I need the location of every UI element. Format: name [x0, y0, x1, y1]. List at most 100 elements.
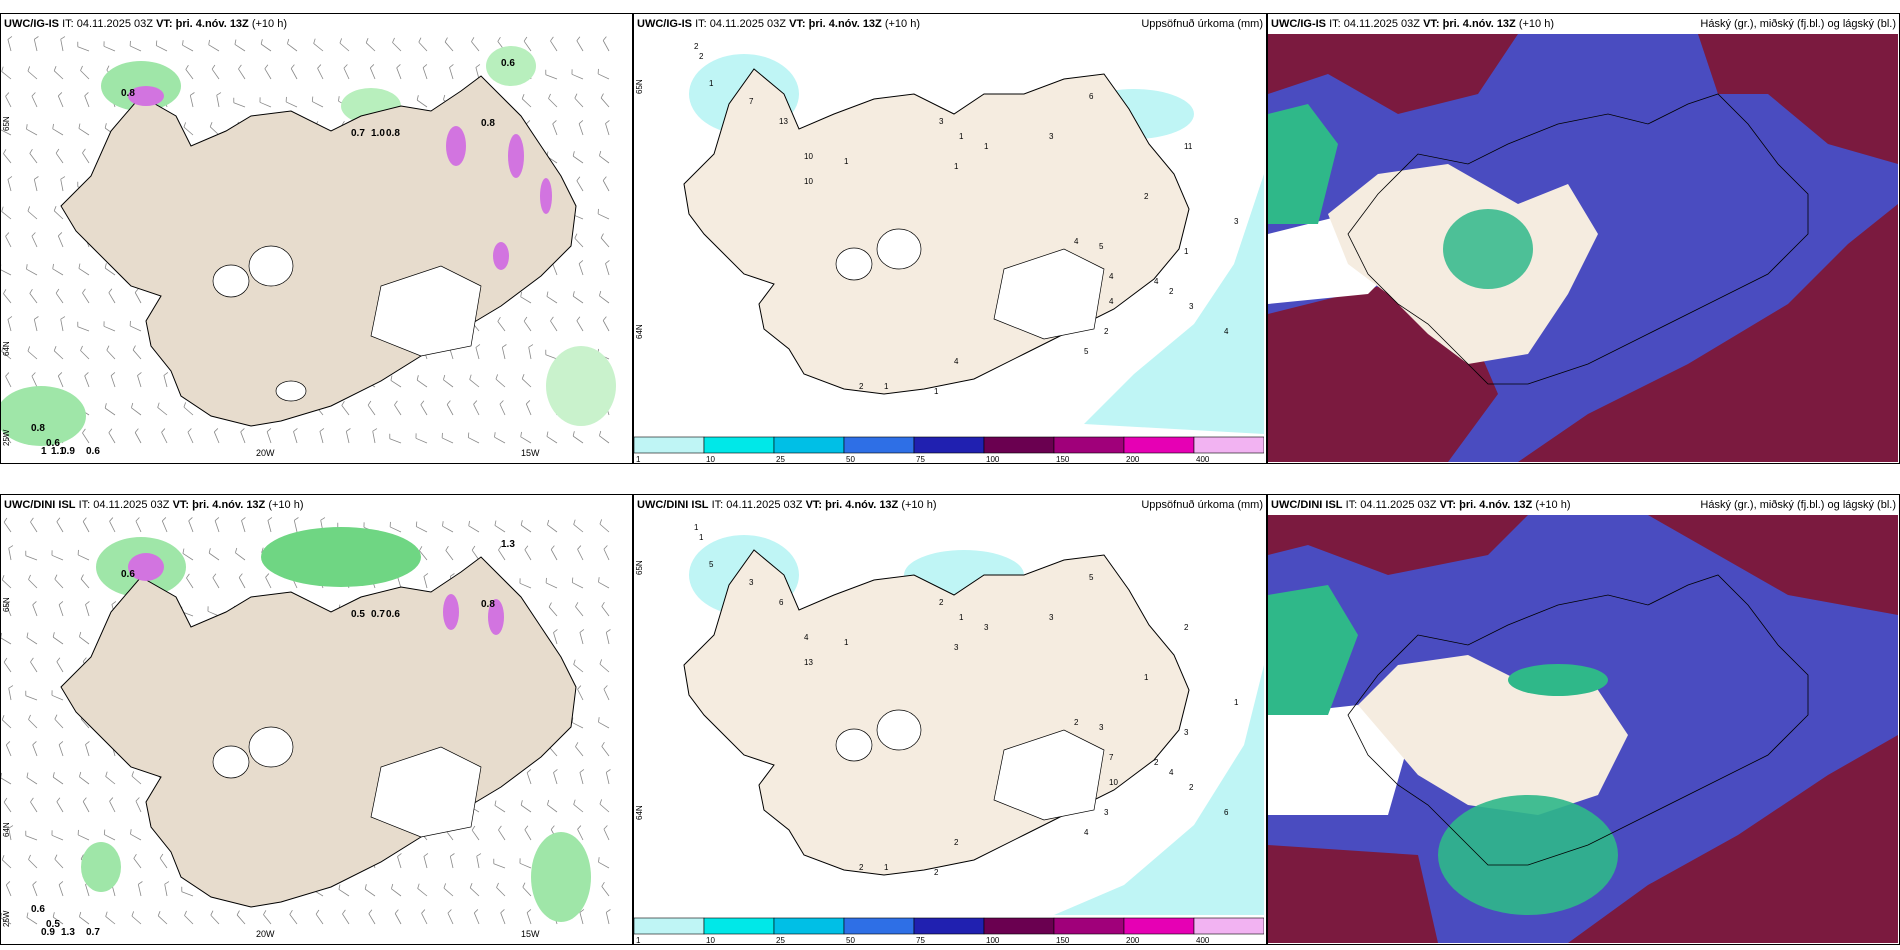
wind-barb-flag [214, 428, 219, 433]
cloud-map [1268, 515, 1898, 943]
wind-barb [603, 548, 610, 561]
wind-barb [441, 437, 454, 444]
wind-barb [526, 772, 532, 785]
wind-barb-flag [449, 64, 454, 68]
precip-value-label: 10 [804, 152, 813, 161]
wind-barb-flag [311, 96, 314, 102]
lat-label-65n: 65N [2, 116, 11, 131]
wind-barb [129, 325, 142, 332]
wind-barb [156, 45, 168, 52]
valid-time: þri. 4.nóv. 13Z [1442, 18, 1516, 30]
wind-value-label: 0.7 [371, 609, 385, 620]
it-label: IT: [711, 499, 724, 511]
wind-barb [7, 319, 12, 332]
vt-label: VT: [1423, 18, 1440, 30]
wind-value-label: 1.1 [51, 446, 65, 457]
wind-barb [576, 180, 584, 192]
wind-barb-flag [131, 771, 135, 777]
wind-barb-flag [500, 909, 505, 914]
wind-barb [343, 67, 350, 80]
wind-barb-flag [238, 64, 242, 70]
wind-barb-flag [550, 825, 555, 830]
precip-value-label: 1 [1234, 698, 1239, 707]
wind-barb-flag [157, 402, 160, 408]
wind-barb-flag [58, 881, 64, 885]
wind-barb-flag [603, 545, 608, 550]
wind-barb-flag [468, 520, 470, 526]
wind-value-label: 1.0 [371, 128, 385, 139]
glaciers [212, 726, 482, 838]
wind-barb [82, 521, 90, 533]
wind-barb [240, 431, 246, 444]
wind-barb [547, 524, 558, 533]
wind-barb-flag [496, 882, 499, 888]
wind-barb-flag [600, 93, 604, 99]
wind-barb [26, 777, 38, 785]
wind-barb-flag [599, 150, 602, 156]
precip-value-label: 10 [804, 177, 813, 186]
wind-barb [3, 801, 12, 813]
colorbar-tick: 75 [916, 455, 925, 463]
wind-barb-flag [26, 632, 29, 638]
wind-value-label: 0.6 [121, 569, 135, 580]
ocean-precip-area [1084, 174, 1264, 434]
wind-barb [58, 604, 64, 617]
glaciers [835, 228, 1105, 340]
wind-barb-flag [238, 573, 243, 578]
wind-barb [208, 552, 220, 561]
wind-barb [601, 606, 610, 617]
wind-barb [104, 267, 116, 276]
wind-barb-flag [135, 517, 140, 522]
wind-barb [209, 126, 220, 136]
wind-barb [471, 829, 480, 841]
wind-barb [498, 829, 506, 841]
wind-barb-flag [576, 316, 581, 321]
wind-barb-flag [266, 428, 272, 432]
wind-barb [468, 437, 480, 444]
wind-barb [54, 858, 64, 869]
wind-barb [267, 520, 272, 533]
wind-barb-flag [28, 854, 31, 860]
wind-barb [603, 828, 610, 841]
wind-barb-flag [579, 909, 585, 913]
colorbar-tick: 75 [916, 936, 925, 944]
wind-barb [85, 744, 90, 757]
wind-barb [599, 523, 610, 533]
wind-barb-flag [548, 93, 551, 99]
wind-barb [33, 39, 38, 52]
wind-barb [187, 431, 194, 444]
wind-barb [577, 829, 584, 841]
wind-barb [372, 431, 376, 444]
wind-barb [260, 43, 272, 52]
wind-barb [109, 801, 116, 813]
wind-barb [208, 44, 220, 52]
wind-barb-flag [32, 601, 37, 606]
wind-barb [293, 431, 298, 444]
wind-barb [5, 604, 12, 617]
panel-header: UWC/DINI ISL IT: 04.11.2025 03Z VT: þri.… [1, 495, 632, 515]
ocean-precip-area [1054, 665, 1264, 915]
wind-barb [578, 123, 584, 136]
wind-barb-flag [450, 853, 455, 857]
wind-barb-flag [497, 36, 501, 42]
lat-label-65n: 65N [2, 597, 11, 612]
wind-barb [545, 582, 558, 589]
wind-barb [8, 688, 12, 701]
colorbar-swatch [843, 436, 915, 454]
wind-barb [82, 152, 90, 164]
wind-barb-flag [546, 431, 549, 437]
wind-barb [84, 95, 90, 108]
wind-barb [419, 550, 428, 561]
wind-barb [572, 155, 584, 164]
it-label: IT: [1345, 499, 1358, 511]
wind-barb-flag [8, 545, 14, 549]
precip-value-label: 7 [1109, 753, 1114, 762]
wind-barb [53, 70, 64, 80]
wind-barb-flag [209, 122, 213, 127]
wind-barb-flag [105, 911, 108, 917]
wind-barb [157, 407, 168, 416]
wind-value-labels: 0.60.80.80.7 1.0 0.80.60.60.910.81.1 [31, 58, 515, 457]
wind-barb-flag [599, 290, 602, 296]
wind-barb-flag [598, 577, 600, 583]
model-name: UWC/IG-IS [1271, 18, 1326, 30]
